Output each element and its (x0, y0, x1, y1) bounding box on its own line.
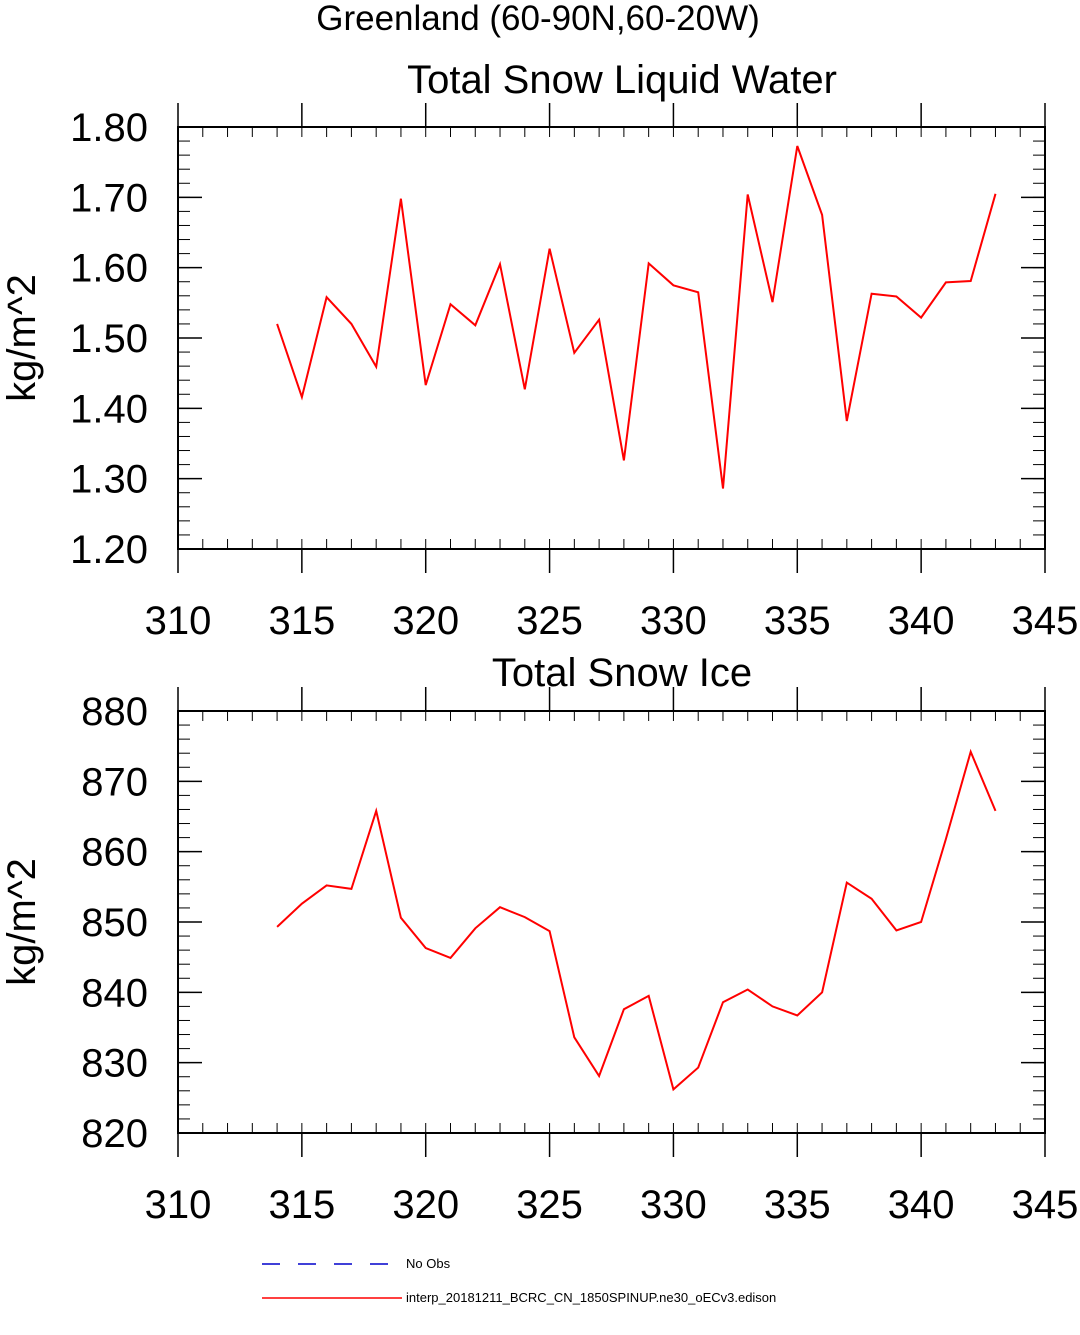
y-tick-label: 1.80 (70, 106, 148, 150)
x-tick-label: 340 (888, 599, 955, 643)
x-tick-label: 330 (640, 599, 707, 643)
x-tick-label: 320 (392, 1183, 459, 1227)
x-tick-label: 340 (888, 1183, 955, 1227)
y-tick-label: 870 (81, 760, 148, 804)
x-tick-label: 335 (764, 1183, 831, 1227)
y-tick-label: 850 (81, 901, 148, 945)
series-line (276, 748, 997, 1092)
x-tick-label: 320 (392, 599, 459, 643)
legend: No Obs interp_20181211_BCRC_CN_1850SPINU… (262, 1256, 776, 1305)
x-tick-label: 330 (640, 1183, 707, 1227)
chart-title: Total Snow Ice (492, 651, 752, 695)
y-tick-label: 820 (81, 1112, 148, 1156)
y-tick-label: 840 (81, 971, 148, 1015)
plot-frame (177, 126, 1046, 550)
x-tick-label: 310 (145, 599, 212, 643)
y-tick-label: 860 (81, 831, 148, 875)
y-tick-label: 1.60 (70, 247, 148, 291)
x-tick-label: 325 (516, 599, 583, 643)
series-line (276, 145, 997, 489)
figure-title: Greenland (60-90N,60-20W) (316, 0, 760, 38)
y-tick-label: 1.40 (70, 387, 148, 431)
y-tick-label: 1.20 (70, 528, 148, 572)
y-axis-label: kg/m^2 (0, 858, 44, 986)
x-tick-label: 335 (764, 599, 831, 643)
x-tick-label: 325 (516, 1183, 583, 1227)
chart-panel-snow-ice: Total Snow Ice kg/m^2 820 830 840 850 860 870… (0, 651, 1078, 1227)
y-tick-label: 1.50 (70, 317, 148, 361)
x-tick-label: 345 (1012, 599, 1079, 643)
y-tick-label: 830 (81, 1042, 148, 1086)
y-axis-label: kg/m^2 (0, 274, 44, 402)
legend-label-model: interp_20181211_BCRC_CN_1850SPINUP.ne30_… (406, 1290, 776, 1305)
x-tick-label: 315 (268, 1183, 335, 1227)
x-tick-label: 345 (1012, 1183, 1079, 1227)
y-tick-label: 1.30 (70, 458, 148, 502)
chart-panel-liquid-water: Total Snow Liquid Water kg/m^2 1.20 1.30 1… (0, 58, 1078, 643)
x-tick-label: 310 (145, 1183, 212, 1227)
x-tick-label: 315 (268, 599, 335, 643)
legend-label-no-obs: No Obs (406, 1256, 451, 1271)
y-tick-label: 880 (81, 690, 148, 734)
chart-title: Total Snow Liquid Water (407, 58, 837, 102)
plot-frame (177, 710, 1046, 1134)
y-tick-label: 1.70 (70, 176, 148, 220)
